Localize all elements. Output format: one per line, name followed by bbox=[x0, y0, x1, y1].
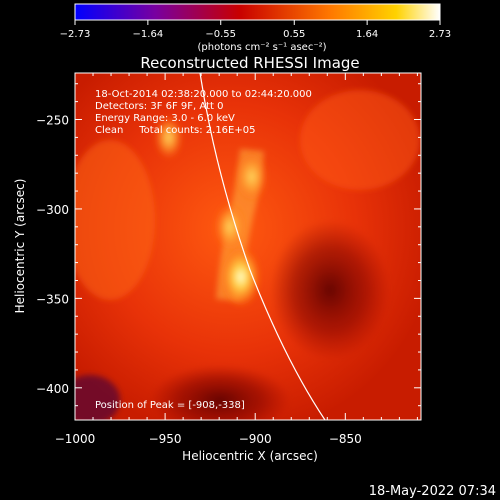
emission-source bbox=[154, 114, 184, 160]
colorbar-tick-label: −2.73 bbox=[60, 29, 91, 40]
heatmap bbox=[75, 73, 421, 420]
y-axis-label: Heliocentric Y (arcsec) bbox=[13, 179, 27, 314]
footer-timestamp: 18-May-2022 07:34 bbox=[369, 484, 496, 499]
x-tick-label: −850 bbox=[329, 432, 362, 446]
colorbar-tick-label: −1.64 bbox=[133, 29, 164, 40]
annotation-detectors: Detectors: 3F 6F 9F, Att 0 bbox=[95, 101, 223, 112]
peak-position-label: Position of Peak = [-908,-338] bbox=[95, 400, 245, 411]
annotation-counts: Clean Total counts: 2.16E+05 bbox=[95, 125, 255, 136]
y-tick-label: −350 bbox=[36, 292, 69, 306]
y-tick-label: −300 bbox=[36, 203, 69, 217]
plot-frame bbox=[74, 72, 422, 421]
x-tick-label: −900 bbox=[239, 432, 272, 446]
emission-source bbox=[213, 202, 247, 252]
x-tick-label: −1000 bbox=[55, 432, 96, 446]
colorbar-tick-label: 1.64 bbox=[356, 29, 378, 40]
annotation-time: 18-Oct-2014 02:38:20.000 to 02:44:20.000 bbox=[95, 89, 312, 100]
colorbar-unit: (photons cm⁻² s⁻¹ asec⁻²) bbox=[197, 42, 326, 53]
colorbar bbox=[74, 3, 441, 21]
colorbar-tick-label: 0.55 bbox=[283, 29, 305, 40]
y-tick-label: −250 bbox=[36, 114, 69, 128]
solar-limb-curve bbox=[199, 73, 326, 420]
emission-source bbox=[221, 246, 261, 308]
y-tick-label: −400 bbox=[36, 382, 69, 396]
annotation-block: 18-Oct-2014 02:38:20.000 to 02:44:20.000… bbox=[95, 89, 312, 136]
emission-source bbox=[235, 151, 269, 203]
x-axis-label: Heliocentric X (arcsec) bbox=[182, 449, 318, 463]
colorbar-tick-label: −0.55 bbox=[205, 29, 236, 40]
colorbar-tick-label: 2.73 bbox=[429, 29, 451, 40]
x-tick-label: −950 bbox=[149, 432, 182, 446]
chart-title: Reconstructed RHESSI Image bbox=[140, 54, 359, 72]
annotation-energy: Energy Range: 3.0 - 6.0 keV bbox=[95, 113, 235, 124]
